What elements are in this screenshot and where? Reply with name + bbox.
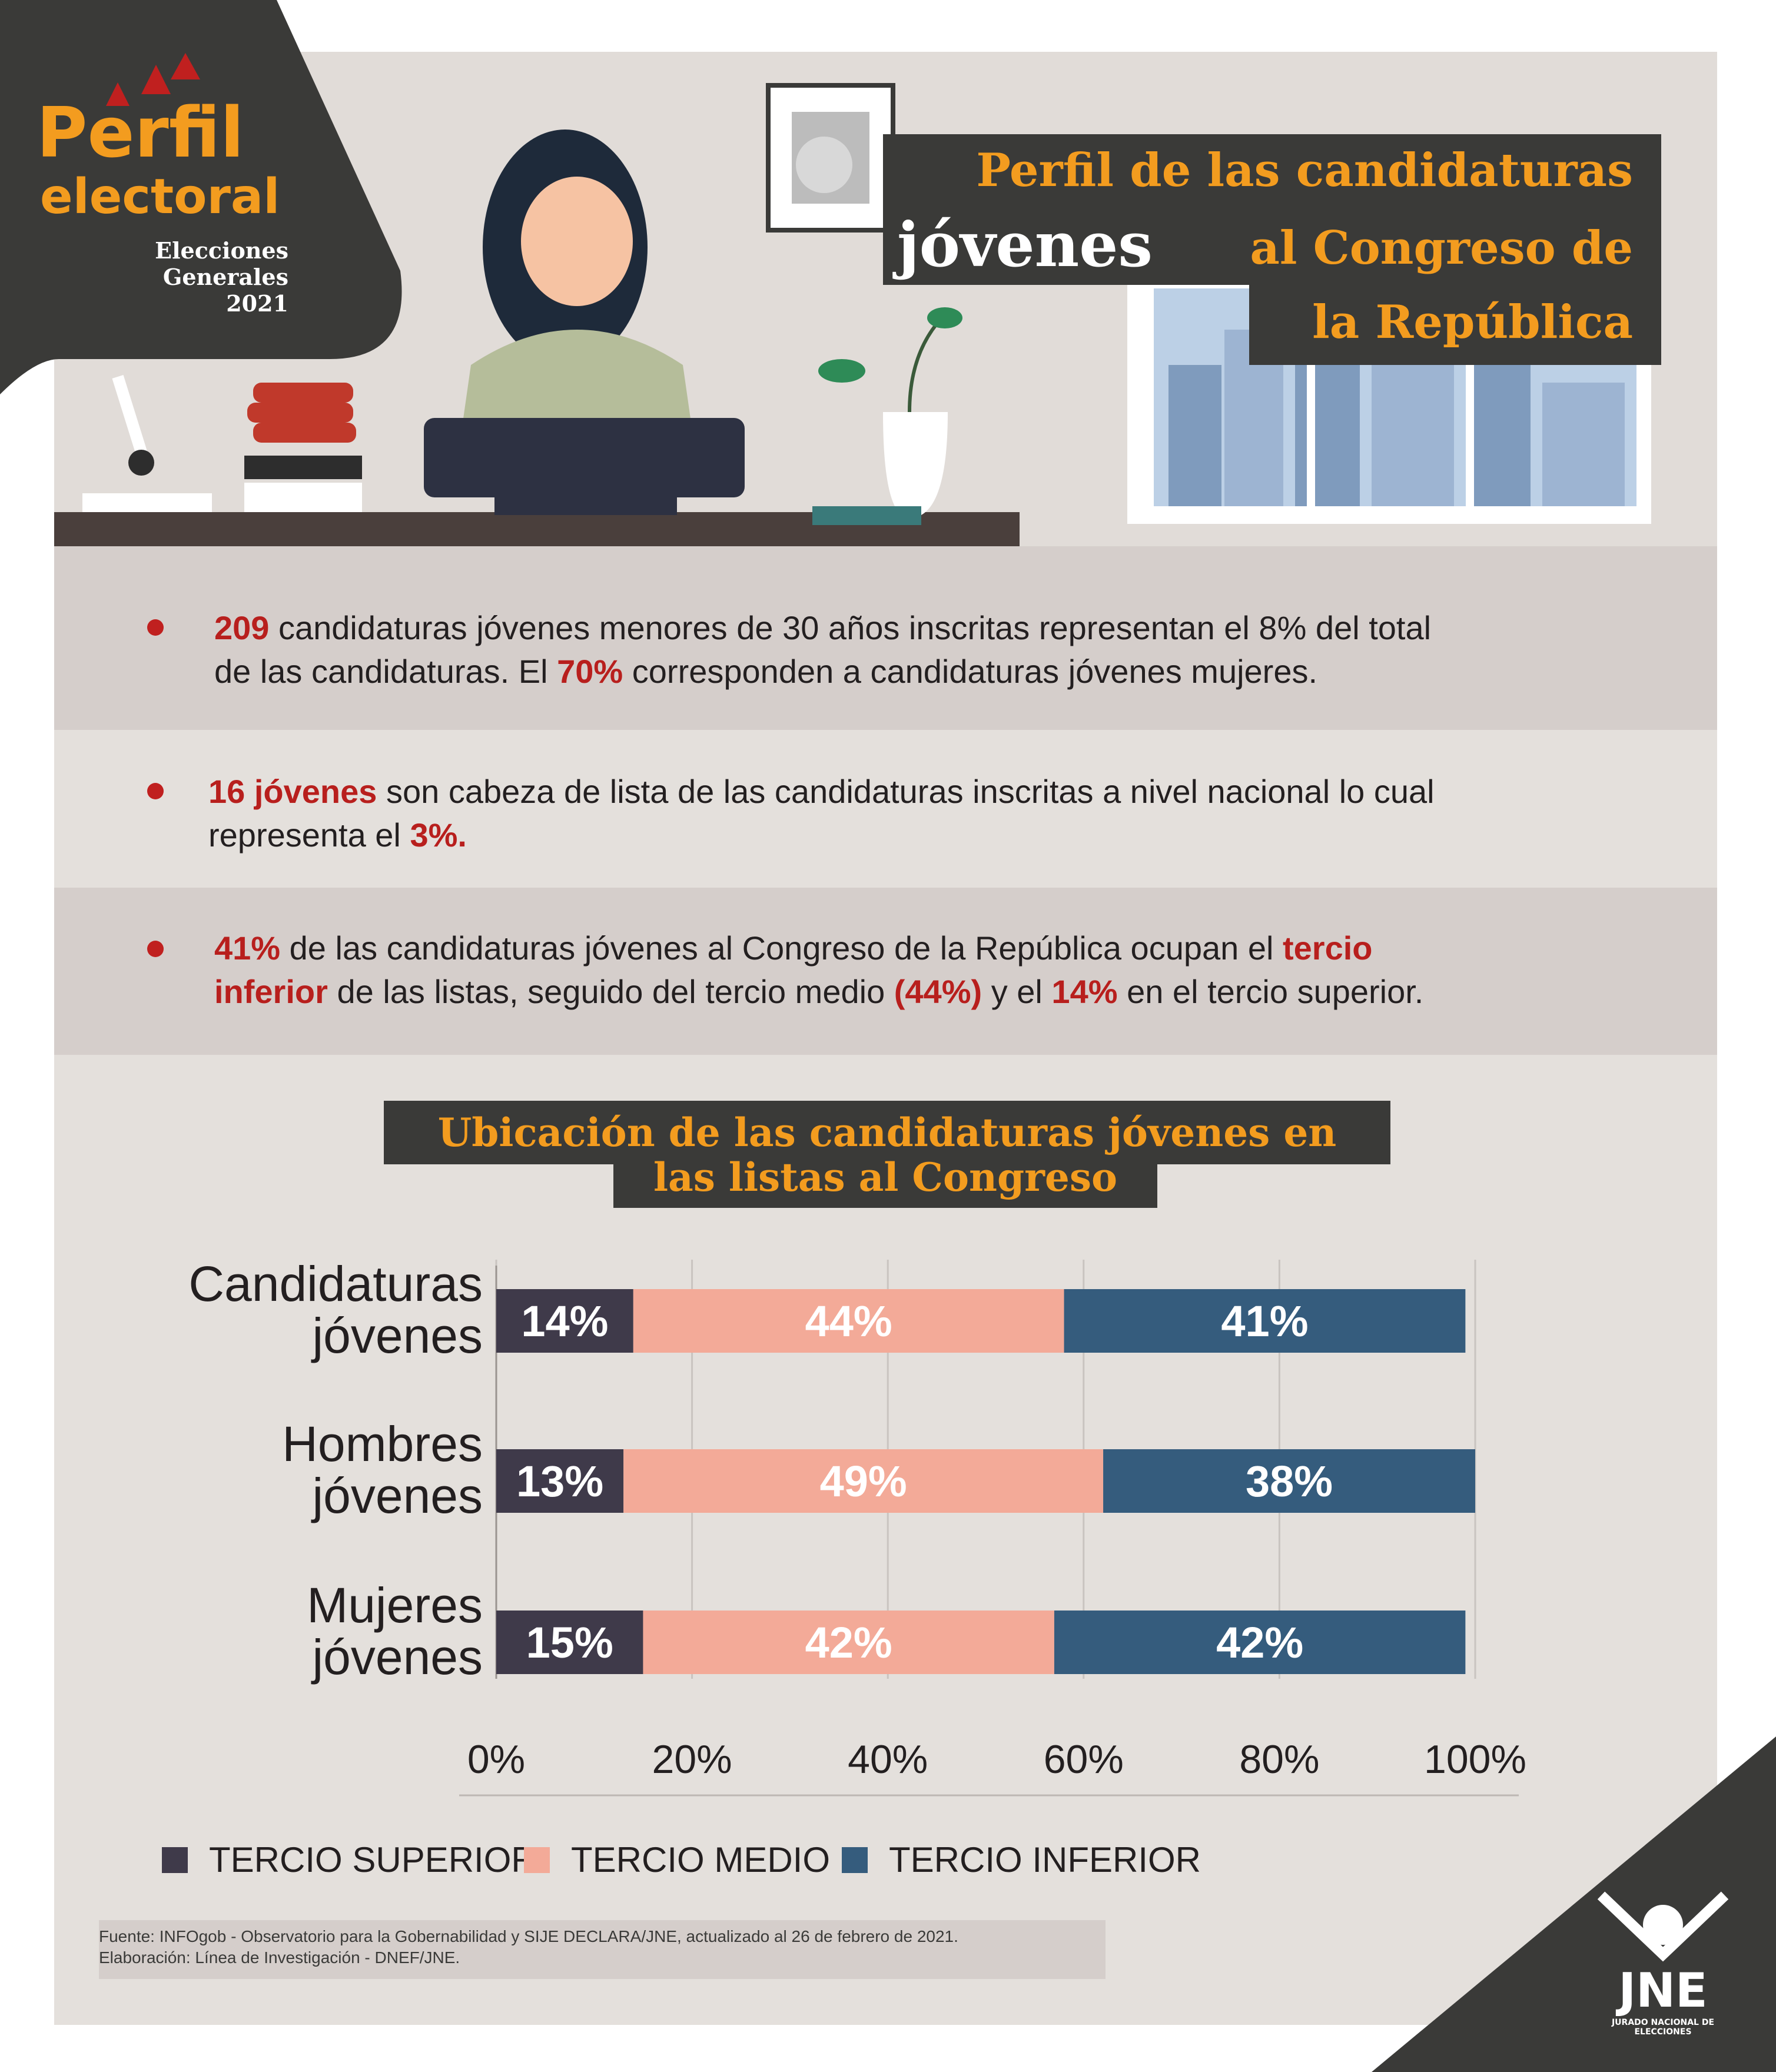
bullet-dot-2 bbox=[147, 783, 164, 799]
logo-bubble bbox=[0, 0, 402, 394]
category-label: jóvenes bbox=[310, 1629, 483, 1685]
bullet-1: 209 candidaturas jóvenes menores de 30 a… bbox=[214, 609, 1432, 690]
x-tick-label: 20% bbox=[652, 1737, 732, 1782]
source-line-2: Elaboración: Línea de Investigación - DN… bbox=[99, 1948, 460, 1967]
bar-data-label: 13% bbox=[516, 1457, 603, 1506]
bar-segment bbox=[623, 1449, 1104, 1513]
bar-segment bbox=[633, 1289, 1064, 1353]
logo-subtitle: electoral bbox=[40, 169, 280, 225]
bar-data-label: 38% bbox=[1246, 1457, 1333, 1506]
x-tick-label: 100% bbox=[1424, 1737, 1526, 1782]
monitor bbox=[424, 418, 745, 497]
x-tick-label: 60% bbox=[1044, 1737, 1124, 1782]
legend-item-medio: TERCIO MEDIO bbox=[524, 1839, 830, 1880]
bullet-band-3 bbox=[54, 888, 1717, 1055]
source-line-1: Fuente: INFOgob - Observatorio para la G… bbox=[99, 1927, 958, 1945]
x-tick-label: 80% bbox=[1239, 1737, 1319, 1782]
legend-swatch-medio bbox=[524, 1847, 550, 1873]
bullet-dot-1 bbox=[147, 619, 164, 636]
legend-item-superior: TERCIO SUPERIOR bbox=[162, 1839, 537, 1880]
category-label: jóvenes bbox=[310, 1468, 483, 1523]
header-title-line2: jóvenes al Congreso de bbox=[883, 208, 1661, 285]
category-label: Hombres bbox=[282, 1416, 483, 1472]
source-note: Fuente: INFOgob - Observatorio para la G… bbox=[99, 1920, 1106, 1979]
category-label: Mujeres bbox=[307, 1578, 483, 1633]
bar-data-label: 42% bbox=[805, 1618, 892, 1667]
bar-segment bbox=[496, 1611, 643, 1674]
x-tick-label: 0% bbox=[467, 1737, 525, 1782]
legend-swatch-inferior bbox=[842, 1847, 868, 1873]
bar-data-label: 44% bbox=[805, 1297, 892, 1346]
bullet-2: 16 jóvenes son cabeza de lista de las ca… bbox=[208, 773, 1435, 854]
chart-title-line1: Ubicación de las candidaturas jóvenes en bbox=[384, 1101, 1390, 1164]
logo-title: Perfil bbox=[36, 92, 244, 173]
jne-logo-subtitle: JURADO NACIONAL DE ELECCIONES bbox=[1611, 2018, 1715, 2037]
header-title-highlight: jóvenes bbox=[897, 208, 1153, 281]
bar-segment bbox=[643, 1611, 1054, 1674]
chart-title-line2: las listas al Congreso bbox=[613, 1157, 1157, 1208]
bar-segment bbox=[496, 1289, 633, 1353]
bar-segment bbox=[1054, 1611, 1466, 1674]
jne-logo-text: JNE bbox=[1618, 1963, 1708, 2018]
bar-data-label: 15% bbox=[526, 1618, 613, 1667]
bullet-band-1 bbox=[54, 546, 1717, 730]
bar-data-label: 49% bbox=[820, 1457, 907, 1506]
logo-event-year: 2021 bbox=[226, 290, 288, 317]
stacked-bar-chart: 0% 20% 40% 60% 80% 100%14% 44% 41%Candidaturasj… bbox=[188, 1256, 1526, 1797]
bullet-band-2 bbox=[54, 730, 1717, 888]
bullet-3: 41% de las candidaturas jóvenes al Congr… bbox=[214, 929, 1424, 1010]
header-title-line1: Perfil de las candidaturas bbox=[883, 134, 1661, 208]
legend-swatch-superior bbox=[162, 1847, 188, 1873]
category-label: jóvenes bbox=[310, 1308, 483, 1363]
bullet-dot-3 bbox=[147, 941, 164, 957]
x-tick-label: 40% bbox=[848, 1737, 928, 1782]
jne-logo-icon bbox=[1643, 1905, 1683, 1945]
logo-event-line2: Generales bbox=[162, 264, 288, 290]
bar-segment bbox=[496, 1449, 624, 1513]
bar-data-label: 42% bbox=[1216, 1618, 1303, 1667]
bar-data-label: 14% bbox=[521, 1297, 608, 1346]
bar-segment bbox=[1103, 1449, 1475, 1513]
bar-data-label: 41% bbox=[1221, 1297, 1308, 1346]
legend-item-inferior: TERCIO INFERIOR bbox=[842, 1839, 1201, 1880]
bar-segment bbox=[1064, 1289, 1466, 1353]
category-label: Candidaturas bbox=[188, 1256, 483, 1311]
logo-event-line1: Elecciones bbox=[155, 237, 288, 264]
header-title-line3: la República bbox=[1249, 285, 1661, 365]
